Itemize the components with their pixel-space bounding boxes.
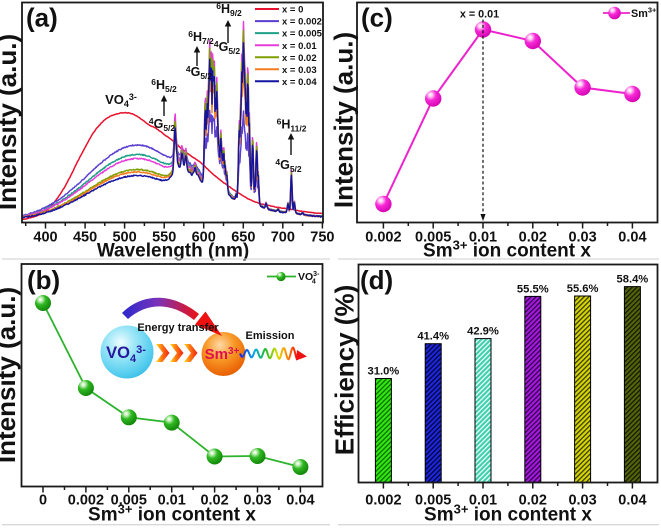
svg-text:Emission: Emission — [246, 330, 295, 342]
svg-text:0.01: 0.01 — [469, 230, 497, 246]
svg-text:0.02: 0.02 — [519, 230, 547, 246]
svg-text:0.002: 0.002 — [68, 493, 104, 509]
svg-text:550: 550 — [152, 230, 176, 246]
svg-text:4G5/2: 4G5/2 — [214, 39, 241, 56]
svg-text:(d): (d) — [360, 265, 393, 295]
svg-text:0.01: 0.01 — [469, 493, 497, 509]
svg-text:0.04: 0.04 — [618, 493, 646, 509]
svg-text:55.5%: 55.5% — [517, 283, 549, 295]
svg-text:6H7/2: 6H7/2 — [188, 29, 214, 46]
svg-text:700: 700 — [271, 230, 295, 246]
svg-text:Sm3+ ion content x: Sm3+ ion content x — [423, 238, 591, 262]
svg-text:400: 400 — [33, 230, 57, 246]
svg-text:0.03: 0.03 — [243, 493, 271, 509]
svg-text:500: 500 — [112, 230, 136, 246]
svg-text:4G5/2: 4G5/2 — [186, 64, 213, 81]
svg-text:0.005: 0.005 — [111, 493, 147, 509]
svg-text:Sm3+ ion content x: Sm3+ ion content x — [424, 502, 592, 526]
svg-text:600: 600 — [192, 230, 216, 246]
svg-text:Wavelength (nm): Wavelength (nm) — [97, 241, 249, 262]
svg-text:x = 0.04: x = 0.04 — [282, 77, 317, 88]
svg-text:0.02: 0.02 — [519, 493, 547, 509]
svg-text:VO3-4: VO3-4 — [298, 271, 320, 286]
svg-text:0: 0 — [39, 493, 47, 509]
svg-text:x = 0.02: x = 0.02 — [282, 53, 317, 64]
svg-text:0.03: 0.03 — [568, 493, 596, 509]
svg-text:0.005: 0.005 — [415, 493, 451, 509]
svg-text:Energy transfer: Energy transfer — [137, 322, 219, 334]
svg-text:Intensity (a.u.): Intensity (a.u.) — [0, 287, 21, 463]
svg-text:42.9%: 42.9% — [467, 326, 499, 338]
svg-text:0.04: 0.04 — [286, 493, 314, 509]
svg-text:x = 0.01: x = 0.01 — [460, 9, 499, 21]
svg-text:x = 0.03: x = 0.03 — [282, 65, 317, 76]
svg-text:6H9/2: 6H9/2 — [216, 1, 242, 18]
svg-text:31.0%: 31.0% — [368, 366, 400, 378]
svg-text:0.02: 0.02 — [200, 493, 228, 509]
svg-text:x = 0.005: x = 0.005 — [282, 29, 323, 40]
svg-text:(a): (a) — [26, 3, 58, 33]
svg-text:4G5/2: 4G5/2 — [149, 116, 176, 133]
svg-text:450: 450 — [73, 230, 97, 246]
svg-text:750: 750 — [310, 230, 334, 246]
svg-text:(b): (b) — [27, 265, 60, 295]
svg-text:55.6%: 55.6% — [567, 283, 599, 295]
svg-text:0.002: 0.002 — [365, 230, 401, 246]
svg-text:6H11/2: 6H11/2 — [277, 117, 307, 134]
svg-text:0.03: 0.03 — [568, 230, 596, 246]
svg-text:650: 650 — [231, 230, 255, 246]
svg-text:41.4%: 41.4% — [417, 331, 449, 343]
svg-text:6H5/2: 6H5/2 — [151, 77, 177, 94]
svg-text:(c): (c) — [361, 3, 393, 33]
svg-text:x = 0.002: x = 0.002 — [282, 17, 322, 28]
svg-text:4G5/2: 4G5/2 — [275, 157, 302, 174]
svg-text:58.4%: 58.4% — [617, 274, 649, 286]
svg-text:0.04: 0.04 — [618, 230, 646, 246]
svg-text:Intensity (a.u.): Intensity (a.u.) — [329, 32, 359, 208]
svg-text:x = 0.01: x = 0.01 — [282, 41, 317, 52]
svg-text:0.01: 0.01 — [158, 493, 186, 509]
svg-text:Sm3+ ion content x: Sm3+ ion content x — [88, 502, 256, 526]
svg-text:Intensity (a.u.): Intensity (a.u.) — [0, 34, 22, 210]
svg-text:0.002: 0.002 — [365, 493, 401, 509]
svg-text:0.005: 0.005 — [415, 230, 451, 246]
svg-text:Efficiency (%): Efficiency (%) — [330, 285, 360, 456]
svg-text:x = 0: x = 0 — [282, 5, 303, 16]
